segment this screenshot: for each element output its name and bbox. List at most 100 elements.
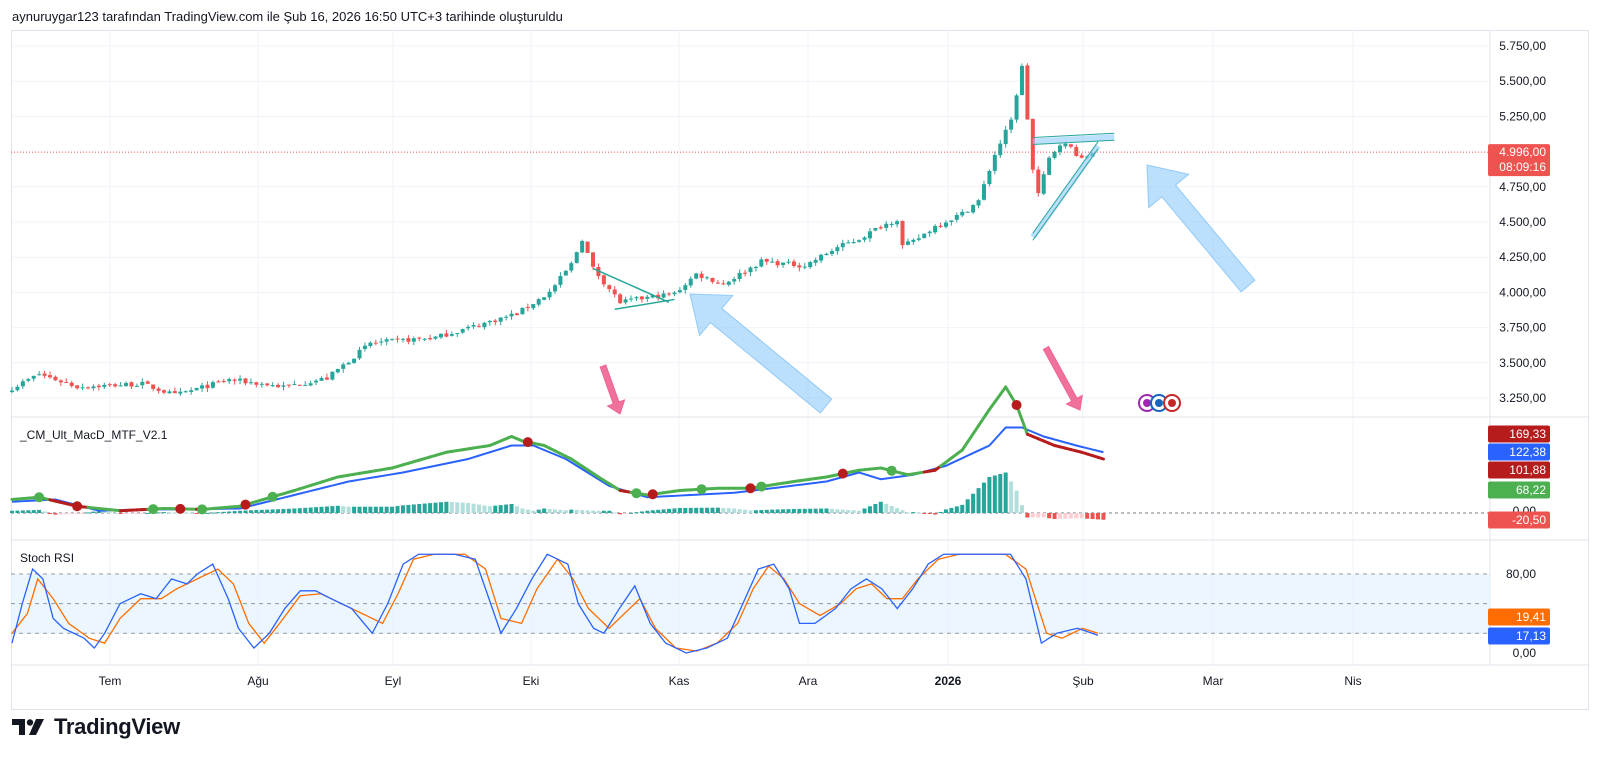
candle-body[interactable] — [699, 273, 704, 278]
candle[interactable] — [151, 384, 156, 392]
candle-body[interactable] — [835, 247, 840, 252]
candle[interactable] — [737, 269, 742, 282]
candle-body[interactable] — [840, 243, 845, 248]
candle[interactable] — [281, 381, 286, 391]
candle[interactable] — [1047, 156, 1052, 176]
candle[interactable] — [493, 319, 498, 326]
candle-body[interactable] — [471, 325, 476, 327]
candle[interactable] — [31, 375, 36, 382]
candle[interactable] — [422, 337, 427, 342]
candle-body[interactable] — [580, 240, 585, 253]
candle[interactable] — [352, 358, 357, 364]
candle-body[interactable] — [91, 386, 96, 389]
candle-body[interactable] — [797, 265, 802, 268]
candle[interactable] — [216, 379, 221, 383]
candle[interactable] — [884, 220, 889, 232]
candle[interactable] — [981, 180, 986, 201]
candle-body[interactable] — [645, 296, 650, 299]
candle-body[interactable] — [1052, 151, 1057, 158]
candle-body[interactable] — [53, 376, 58, 381]
candle-body[interactable] — [194, 387, 199, 391]
candle[interactable] — [69, 380, 74, 388]
candle-body[interactable] — [536, 299, 541, 305]
candle-body[interactable] — [1009, 119, 1014, 130]
candle[interactable] — [878, 225, 883, 230]
candle-body[interactable] — [981, 184, 986, 200]
candle-body[interactable] — [1068, 144, 1073, 147]
tradingview-logo[interactable]: TradingView — [12, 714, 180, 740]
candle-body[interactable] — [292, 384, 297, 386]
candle-body[interactable] — [107, 384, 112, 386]
candle-body[interactable] — [634, 297, 639, 299]
triangle-1-upper-line[interactable] — [592, 267, 670, 303]
price-axis[interactable]: 5.750,00 5.500,00 5.250,00 4.750,00 4.500,00… — [1488, 39, 1550, 660]
candle-body[interactable] — [373, 342, 378, 344]
candle[interactable] — [428, 334, 433, 341]
candle[interactable] — [661, 290, 666, 299]
candle[interactable] — [26, 378, 31, 383]
candle-body[interactable] — [319, 377, 324, 381]
candle-body[interactable] — [86, 387, 91, 389]
candle[interactable] — [172, 387, 177, 394]
time-axis[interactable]: Tem Ağu Eyl Eki Kas Ara 2026 Şub Mar Nis — [99, 674, 1362, 688]
candle-body[interactable] — [58, 380, 63, 383]
candle[interactable] — [672, 291, 677, 297]
candle-body[interactable] — [987, 170, 992, 185]
candle-body[interactable] — [916, 238, 921, 240]
candle-body[interactable] — [205, 384, 210, 389]
candle[interactable] — [504, 315, 509, 321]
macd-bearish-cross-dot[interactable] — [72, 501, 83, 512]
candle-body[interactable] — [31, 375, 36, 379]
candle-body[interactable] — [172, 391, 177, 394]
candle-body[interactable] — [238, 378, 243, 381]
candle-body[interactable] — [227, 379, 232, 382]
candle-body[interactable] — [96, 385, 101, 388]
candle-body[interactable] — [444, 333, 449, 337]
candle[interactable] — [705, 275, 710, 280]
candle[interactable] — [96, 383, 101, 391]
candle[interactable] — [466, 324, 471, 331]
arrow-pink-1[interactable] — [599, 364, 626, 415]
candle-body[interactable] — [759, 259, 764, 267]
candle[interactable] — [1068, 143, 1073, 149]
candle[interactable] — [748, 266, 753, 277]
candle-body[interactable] — [705, 277, 710, 279]
candle[interactable] — [444, 329, 449, 338]
candle[interactable] — [20, 379, 25, 390]
candle[interactable] — [15, 384, 20, 392]
candle[interactable] — [721, 279, 726, 286]
candle[interactable] — [390, 338, 395, 341]
candle-body[interactable] — [553, 285, 557, 292]
candle[interactable] — [86, 386, 91, 390]
candle[interactable] — [553, 283, 557, 294]
macd-value-badge[interactable]: -20,50 — [1488, 511, 1550, 529]
candle-body[interactable] — [390, 338, 395, 340]
candle-body[interactable] — [688, 278, 693, 286]
candle[interactable] — [10, 386, 14, 394]
candle-body[interactable] — [764, 258, 769, 262]
candle-body[interactable] — [1041, 174, 1046, 194]
stoch-pane-title[interactable]: Stoch RSI — [20, 551, 74, 565]
candle-body[interactable] — [531, 304, 536, 309]
candle[interactable] — [254, 381, 259, 388]
candle[interactable] — [1019, 63, 1024, 96]
macd-bullish-cross-dot[interactable] — [267, 491, 278, 502]
candle[interactable] — [732, 276, 737, 285]
macd-bullish-cross-dot[interactable] — [756, 481, 767, 492]
candle-body[interactable] — [113, 384, 118, 387]
candle[interactable] — [585, 241, 590, 253]
candle-body[interactable] — [314, 380, 319, 383]
economic-events[interactable] — [1138, 394, 1181, 412]
candle[interactable] — [699, 271, 704, 282]
candle-body[interactable] — [232, 379, 237, 381]
candle-body[interactable] — [324, 377, 329, 380]
candle[interactable] — [824, 252, 829, 256]
candle[interactable] — [743, 269, 748, 277]
candle[interactable] — [406, 335, 411, 345]
candle[interactable] — [417, 336, 422, 342]
candle[interactable] — [922, 233, 927, 239]
macd-bullish-cross-dot[interactable] — [34, 492, 45, 503]
candle[interactable] — [113, 382, 118, 388]
candle[interactable] — [276, 383, 281, 388]
candle-body[interactable] — [710, 277, 715, 282]
